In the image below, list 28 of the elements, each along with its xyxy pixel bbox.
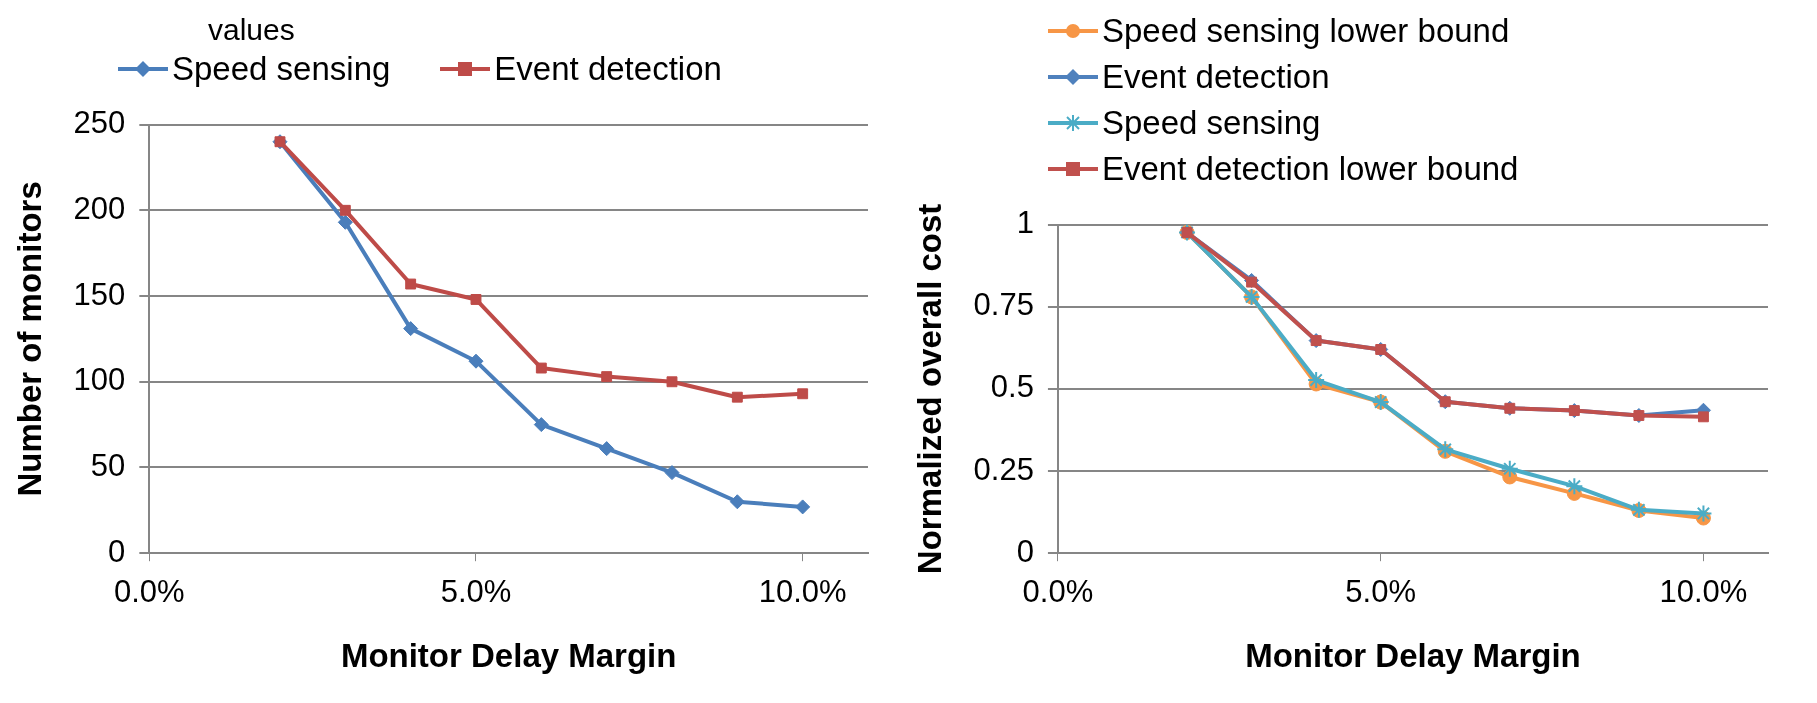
x-tick-label: 0.0%	[113, 574, 185, 610]
y-tick-label: 100	[73, 362, 126, 398]
legend-label: Event detection lower bound	[1102, 149, 1519, 189]
x-tick-label: 5.0%	[440, 574, 512, 610]
y-tick-label: 50	[90, 448, 126, 484]
x-tick-label: 10.0%	[758, 574, 847, 610]
x-tick-label: 0.0%	[1022, 574, 1094, 610]
x-tick-label: 10.0%	[1659, 574, 1748, 610]
legend-label: Event detection	[494, 49, 722, 89]
y-axis-title: Number of monitors	[10, 181, 48, 497]
legend-label: Speed sensing	[172, 49, 391, 89]
legend-label: Speed sensing	[1102, 103, 1321, 143]
y-tick-label: 1	[1016, 205, 1034, 241]
x-tick-label: 5.0%	[1345, 574, 1417, 610]
legend-label: Event detection	[1102, 57, 1330, 97]
y-tick-label: 0.5	[990, 369, 1034, 405]
y-axis-title: Normalized overall cost	[910, 203, 948, 575]
y-tick-label: 0.75	[973, 287, 1034, 323]
y-tick-label: 0.25	[973, 451, 1034, 487]
x-axis-title: Monitor Delay Margin	[340, 637, 677, 675]
y-tick-label: 200	[73, 190, 126, 226]
chart-title: values	[207, 13, 296, 46]
y-tick-label: 150	[73, 276, 126, 312]
x-axis-title: Monitor Delay Margin	[1245, 637, 1581, 675]
y-tick-label: 250	[73, 105, 126, 141]
legend-label: Speed sensing lower bound	[1102, 11, 1510, 51]
y-tick-label: 0	[108, 533, 126, 569]
y-tick-label: 0	[1016, 533, 1034, 569]
